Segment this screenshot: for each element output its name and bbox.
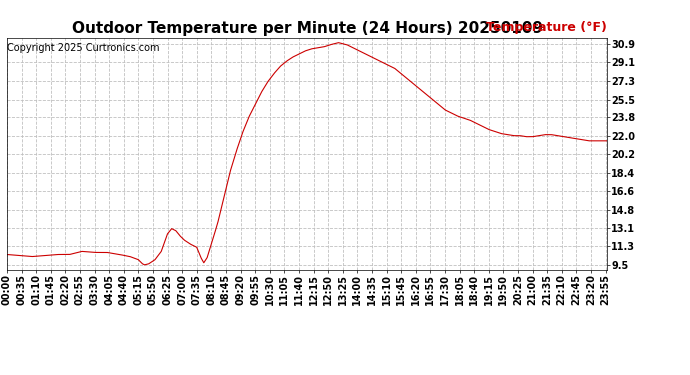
Text: Temperature (°F): Temperature (°F) [486, 21, 607, 34]
Title: Outdoor Temperature per Minute (24 Hours) 20250109: Outdoor Temperature per Minute (24 Hours… [72, 21, 542, 36]
Text: Copyright 2025 Curtronics.com: Copyright 2025 Curtronics.com [7, 43, 159, 53]
